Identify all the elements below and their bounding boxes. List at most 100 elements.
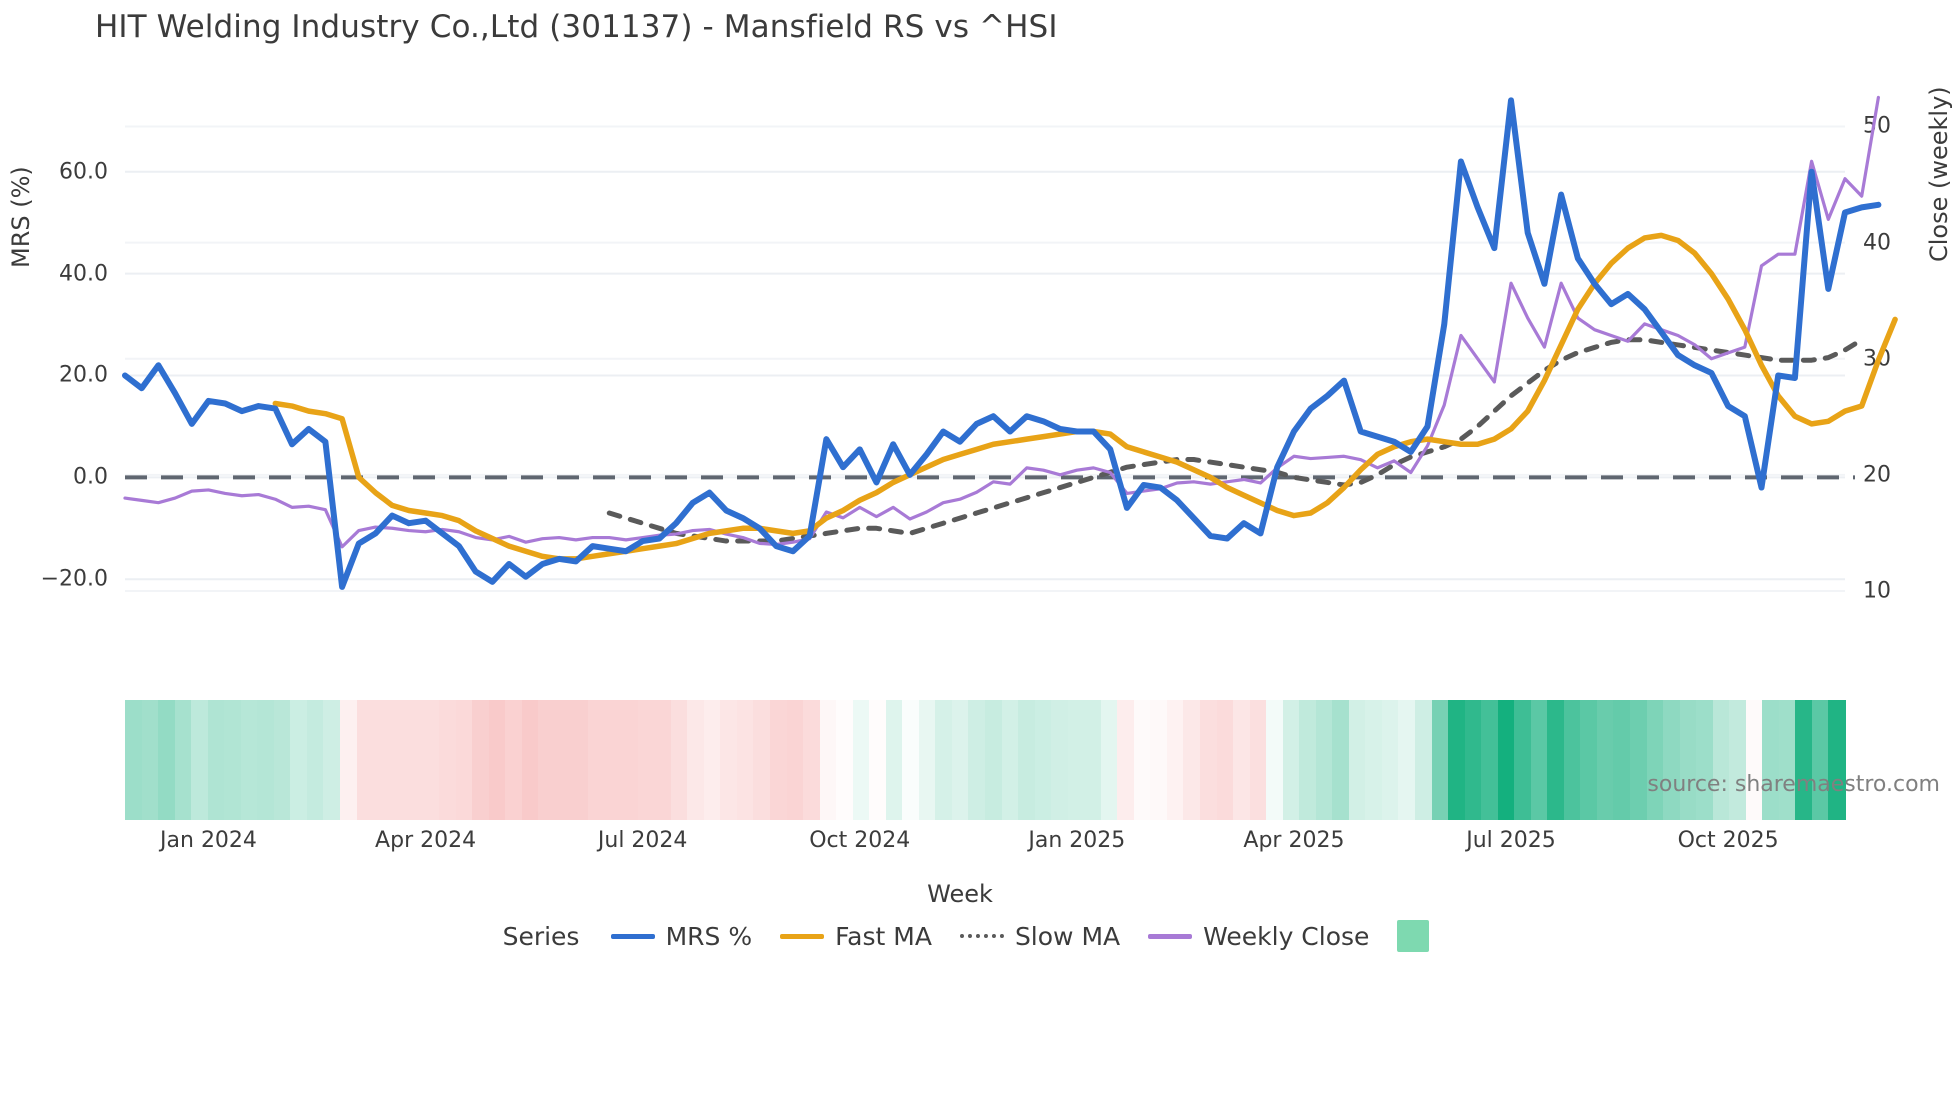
- heat-strip-band: [1828, 700, 1846, 820]
- heat-strip-band: [703, 700, 722, 820]
- heat-strip-band: [488, 700, 507, 820]
- heat-strip-band: [1811, 700, 1830, 820]
- heat-strip-band: [604, 700, 622, 820]
- heat-strip-band: [1448, 700, 1466, 820]
- series-line-fast-ma: [272, 232, 1898, 562]
- heat-strip-band: [555, 700, 573, 820]
- heat-strip-band: [1398, 700, 1416, 820]
- legend-item-label: Fast MA: [835, 921, 932, 951]
- heat-strip-band: [1381, 700, 1400, 820]
- heat-strip-band: [439, 700, 457, 820]
- y-axis-left-tick: 60.0: [59, 159, 108, 185]
- heat-strip-band: [836, 700, 854, 820]
- y-axis-right-tick: 50: [1863, 113, 1891, 139]
- heat-strip-band: [1696, 700, 1714, 820]
- heat-strip-band: [1051, 700, 1069, 820]
- series-line-mrs: [122, 97, 1882, 590]
- heat-strip-band: [1100, 700, 1119, 820]
- heat-strip-band: [1084, 700, 1102, 820]
- legend-item-slow-ma[interactable]: Slow MA: [959, 921, 1121, 951]
- y-axis-left-tick: 20.0: [59, 362, 108, 388]
- heat-strip-band: [968, 700, 986, 820]
- heat-strip-band: [158, 700, 176, 820]
- heat-strip-band: [1464, 700, 1482, 820]
- heat-strip-band: [290, 700, 308, 820]
- series-line-weekly-close: [123, 95, 1880, 549]
- legend-item-weekly-close[interactable]: Weekly Close: [1148, 922, 1369, 951]
- chart-title: HIT Welding Industry Co.,Ltd (301137) - …: [95, 9, 1058, 45]
- legend-item-label: Slow MA: [1014, 921, 1121, 951]
- heat-strip-band: [654, 700, 672, 820]
- heat-strip-band: [687, 700, 705, 820]
- heat-strip-band: [1762, 700, 1780, 820]
- heat-strip-band: [985, 700, 1003, 820]
- heat-strip-band: [1216, 700, 1234, 820]
- heat-strip-band: [389, 700, 407, 820]
- heat-strip-band: [1166, 700, 1185, 820]
- heat-strip-band: [356, 700, 374, 820]
- heat-strip-band: [1133, 700, 1152, 820]
- legend-item-heat-swatch[interactable]: [1397, 920, 1430, 952]
- heat-strip-band: [1729, 700, 1747, 820]
- heat-strip-band: [538, 700, 556, 820]
- heat-strip-band: [1018, 700, 1036, 820]
- legend-item-mrs[interactable]: MRS %: [610, 921, 753, 951]
- heat-strip-band: [257, 700, 275, 820]
- legend-swatch-icon: [1397, 920, 1430, 952]
- y-axis-right-tick: 20: [1863, 462, 1891, 488]
- legend-item-label: Weekly Close: [1203, 921, 1370, 951]
- x-axis-tick: Apr 2025: [1243, 828, 1345, 853]
- legend-swatch-icon: [1148, 933, 1193, 939]
- heat-strip-band: [340, 700, 358, 820]
- legend-swatch-icon: [610, 933, 655, 939]
- heat-strip-band: [588, 700, 606, 820]
- heat-strip-band: [306, 700, 325, 820]
- heat-strip-band: [1679, 700, 1697, 820]
- y-axis-left-tick: −20.0: [40, 566, 108, 592]
- heat-strip-band: [1778, 700, 1797, 820]
- heat-strip-band: [670, 700, 689, 820]
- x-axis-tick: Jan 2025: [1028, 828, 1126, 853]
- heat-strip-band: [753, 700, 771, 820]
- heat-strip-band: [1200, 700, 1218, 820]
- heat-strip-band: [1481, 700, 1499, 820]
- heat-strip-band: [1415, 700, 1433, 820]
- heat-strip-band: [455, 700, 474, 820]
- heat-strip-band: [323, 700, 341, 820]
- heat-strip-band: [141, 700, 159, 820]
- y-axis-right-tick: 40: [1863, 230, 1891, 256]
- heat-strip-band: [1563, 700, 1582, 820]
- series-line-slow-ma: [606, 337, 1865, 544]
- heat-strip-band: [240, 700, 259, 820]
- heat-strip-band: [902, 700, 920, 820]
- heat-strip-band: [1795, 700, 1813, 820]
- y-axis-right-tick: 10: [1863, 578, 1891, 604]
- heat-strip-band: [505, 700, 523, 820]
- heat-strip-band: [406, 700, 424, 820]
- y-axis-left-tick: 40.0: [59, 261, 108, 287]
- heat-strip-band: [852, 700, 871, 820]
- heat-strip-band: [1249, 700, 1267, 820]
- heat-strip-band: [1514, 700, 1532, 820]
- x-axis-tick: Jan 2024: [160, 828, 257, 853]
- heat-strip-band: [1613, 700, 1631, 820]
- heat-strip-band: [803, 700, 821, 820]
- heat-strip-band: [1150, 700, 1168, 820]
- heat-strip-band: [1530, 700, 1549, 820]
- heat-strip-band: [1497, 700, 1516, 820]
- heat-strip-band: [1034, 700, 1052, 820]
- chart-legend: Series MRS % Fast MA Slow MA Weekly Close: [0, 920, 1960, 952]
- heat-strip-band: [736, 700, 755, 820]
- legend-item-fast-ma[interactable]: Fast MA: [780, 922, 932, 951]
- heat-strip-band: [1596, 700, 1615, 820]
- heat-strip-band: [1299, 700, 1317, 820]
- heat-strip-band: [1630, 700, 1648, 820]
- heat-strip-band: [273, 700, 292, 820]
- heat-strip-band: [1663, 700, 1681, 820]
- legend-item-label: MRS %: [665, 921, 753, 951]
- heat-strip-band: [637, 700, 656, 820]
- heat-strip-band: [1580, 700, 1598, 820]
- heat-strip-band: [918, 700, 937, 820]
